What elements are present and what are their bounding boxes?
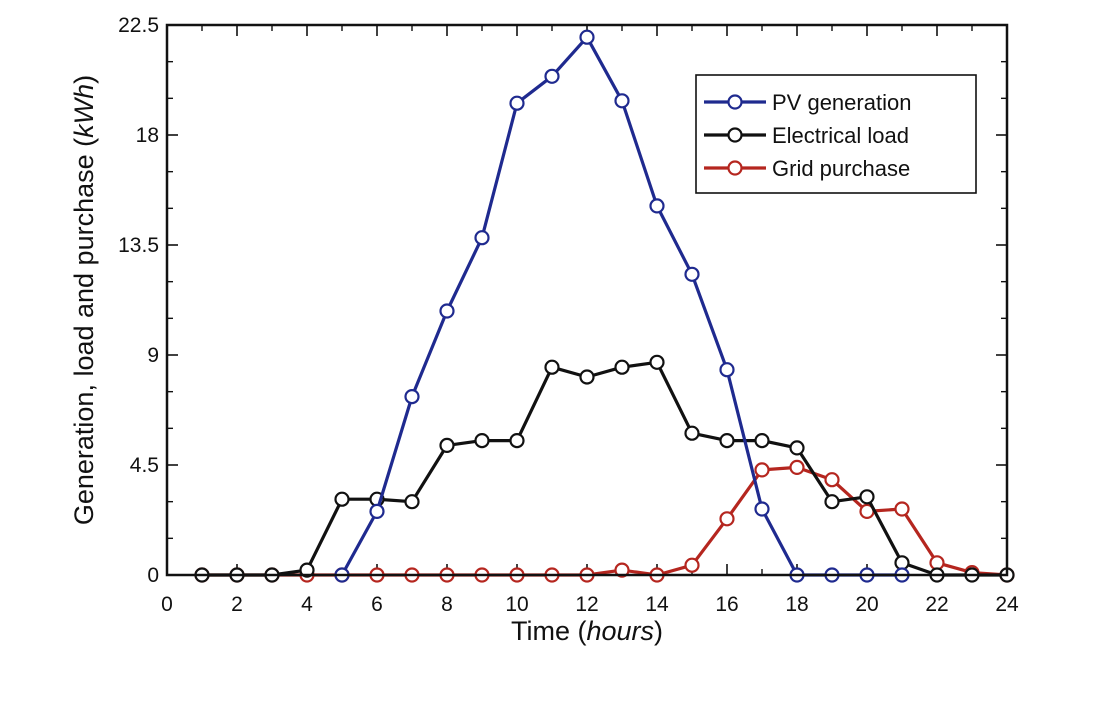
data-point xyxy=(789,459,805,475)
y-axis-unit: kWh xyxy=(69,84,99,138)
data-point xyxy=(404,389,420,405)
data-point xyxy=(439,437,455,453)
y-axis-title-text: Generation, load and purchase xyxy=(69,154,99,525)
x-tick-label: 24 xyxy=(995,593,1019,616)
legend-label: Electrical load xyxy=(772,123,909,148)
x-axis-unit-open-paren: ( xyxy=(577,616,586,646)
x-tick-label: 8 xyxy=(441,593,453,616)
x-tick-label: 18 xyxy=(785,593,808,616)
data-point xyxy=(439,303,455,319)
data-point xyxy=(369,503,385,519)
data-point xyxy=(614,562,630,578)
x-tick-label: 16 xyxy=(715,593,738,616)
data-point xyxy=(894,501,910,517)
data-point xyxy=(299,562,315,578)
y-axis-unit-open-paren: ( xyxy=(69,138,99,147)
x-tick-label: 0 xyxy=(161,593,173,616)
x-tick-label: 6 xyxy=(371,593,383,616)
data-point xyxy=(509,95,525,111)
data-point xyxy=(684,557,700,573)
data-point xyxy=(579,29,595,45)
data-point xyxy=(719,433,735,449)
legend: PV generation Electrical load Grid purchas… xyxy=(695,74,977,194)
data-point xyxy=(929,555,945,571)
legend-marker xyxy=(727,127,743,143)
y-axis-title: Generation, load and purchase (kWh) xyxy=(69,75,99,525)
x-tick-label: 4 xyxy=(301,593,313,616)
data-point xyxy=(614,93,630,109)
data-point xyxy=(649,354,665,370)
data-point xyxy=(544,68,560,84)
x-axis-unit-close-paren: ) xyxy=(654,616,663,646)
data-point xyxy=(474,433,490,449)
legend-item: Electrical load xyxy=(704,123,909,148)
data-point xyxy=(579,369,595,385)
data-point xyxy=(474,230,490,246)
data-point xyxy=(544,359,560,375)
x-axis-title: Time (hours) xyxy=(511,616,663,646)
y-axis-unit-close-paren: ) xyxy=(69,75,99,84)
x-tick-label: 10 xyxy=(505,593,528,616)
data-point xyxy=(649,198,665,214)
data-point xyxy=(334,491,350,507)
series-grid-purchase xyxy=(194,459,1015,583)
data-point xyxy=(894,555,910,571)
y-tick-label: 22.5 xyxy=(118,14,159,37)
plot-frame xyxy=(165,23,1009,577)
series-line xyxy=(202,465,1008,577)
x-tick-label: 2 xyxy=(231,593,243,616)
series-lines xyxy=(194,29,1015,583)
legend-label: PV generation xyxy=(772,90,911,115)
x-tick-label: 22 xyxy=(925,593,948,616)
y-tick-label: 18 xyxy=(136,124,159,147)
x-tick-label: 12 xyxy=(575,593,598,616)
data-point xyxy=(404,494,420,510)
data-point xyxy=(614,359,630,375)
legend-item: Grid purchase xyxy=(704,156,910,181)
data-point xyxy=(684,425,700,441)
legend-marker xyxy=(727,94,743,110)
legend-item: PV generation xyxy=(704,90,911,115)
data-point xyxy=(684,266,700,282)
data-point xyxy=(824,472,840,488)
data-point xyxy=(719,362,735,378)
legend-label: Grid purchase xyxy=(772,156,910,181)
data-point xyxy=(754,462,770,478)
series-electrical-load xyxy=(194,354,1015,583)
data-point xyxy=(824,494,840,510)
x-tick-label: 20 xyxy=(855,593,878,616)
data-point xyxy=(754,501,770,517)
cropped-caption-strip xyxy=(0,694,1107,711)
data-point xyxy=(754,433,770,449)
x-tick-label: 14 xyxy=(645,593,669,616)
data-point xyxy=(859,489,875,505)
y-tick-label: 0 xyxy=(147,564,159,587)
x-axis-title-text: Time xyxy=(511,616,570,646)
series-line xyxy=(202,360,1007,577)
y-tick-label: 4.5 xyxy=(130,454,159,477)
data-point xyxy=(789,440,805,456)
data-point xyxy=(509,433,525,449)
x-axis-unit: hours xyxy=(586,616,654,646)
y-tick-label: 9 xyxy=(147,344,159,367)
legend-marker xyxy=(727,160,743,176)
y-tick-label: 13.5 xyxy=(118,234,159,257)
data-point xyxy=(719,511,735,527)
